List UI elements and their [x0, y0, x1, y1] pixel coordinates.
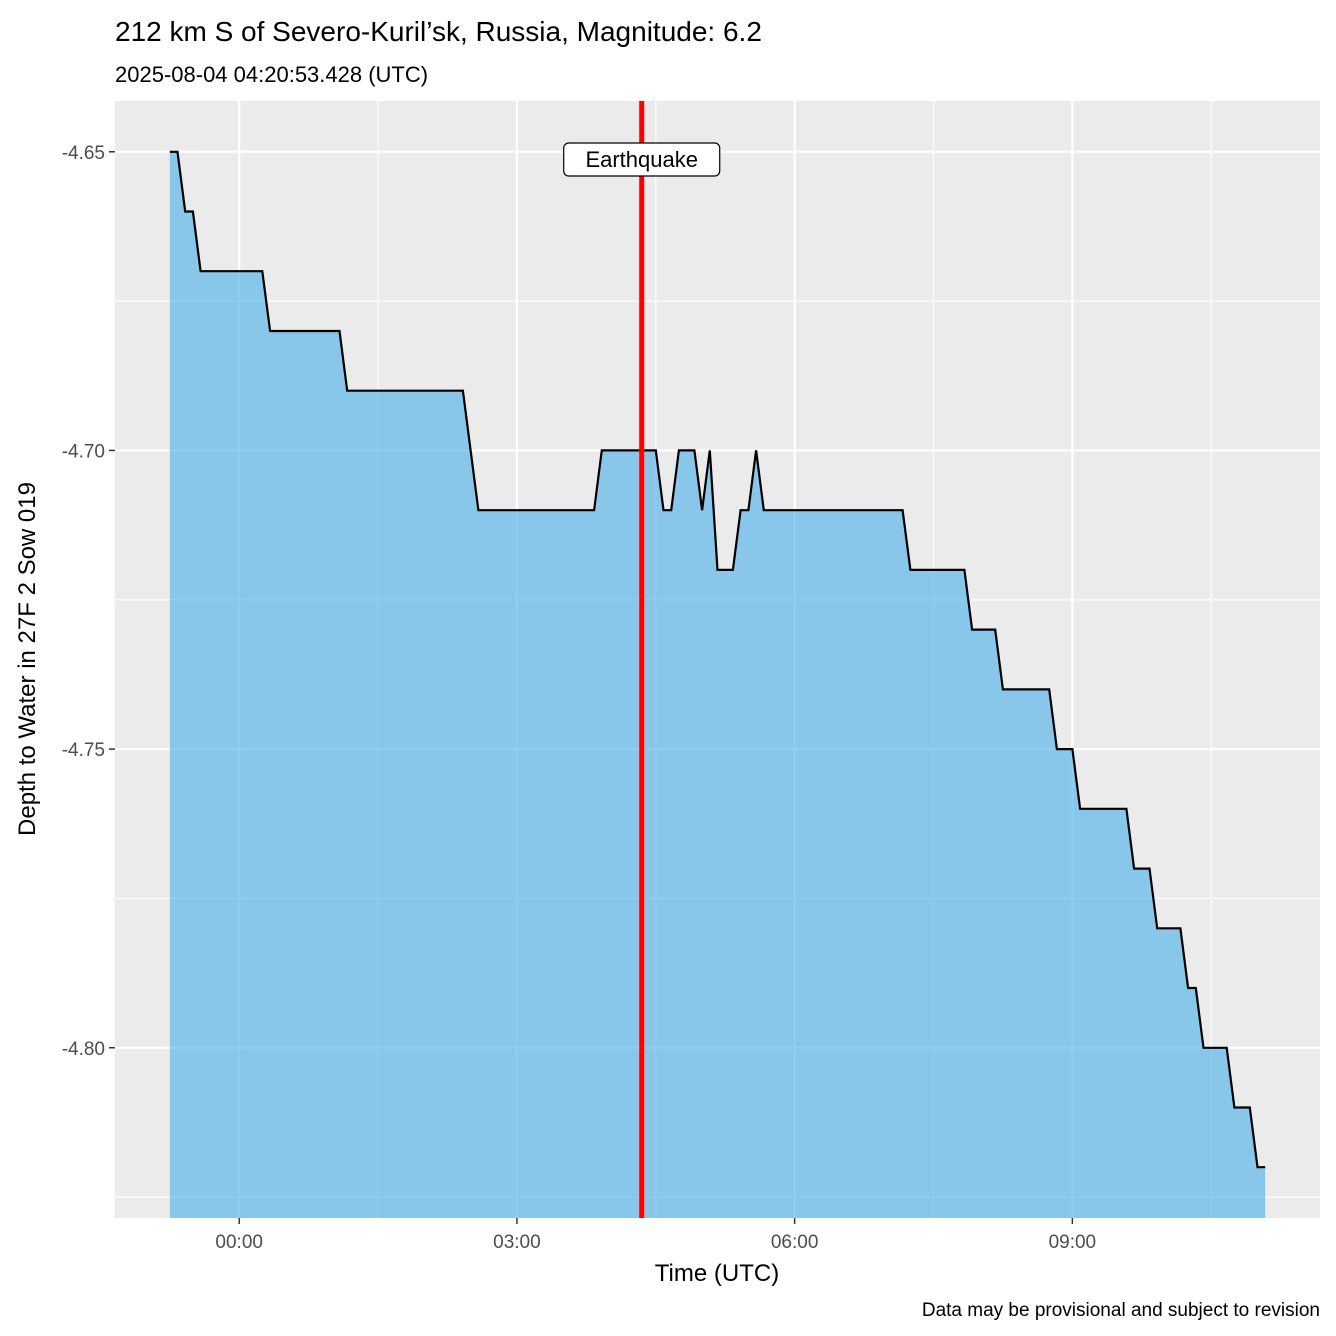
x-tick-label: 06:00 — [771, 1232, 819, 1253]
caption: Data may be provisional and subject to r… — [922, 1300, 1320, 1321]
x-tick-label: 03:00 — [493, 1232, 541, 1253]
y-tick-label: -4.65 — [62, 143, 105, 164]
y-tick-label: -4.80 — [62, 1039, 105, 1060]
earthquake-label-box — [563, 142, 721, 177]
x-tick-label: 09:00 — [1049, 1232, 1097, 1253]
axis-ticks: 00:00 03:00 06:00 09:00 -4.65 -4.70 -4.75 -4.80 — [62, 143, 1096, 1253]
x-tick-label: 00:00 — [215, 1232, 263, 1253]
y-tick-label: -4.70 — [62, 441, 105, 462]
area-fill — [169, 151, 1266, 1218]
y-axis-label: Depth to Water in 27F 2 Sow 019 — [14, 482, 41, 836]
y-tick-label: -4.75 — [62, 740, 105, 761]
earthquake-label: Earthquake — [563, 142, 721, 177]
earthquake-label-text: Earthquake — [585, 147, 698, 172]
chart-subtitle: 2025-08-04 04:20:53.428 (UTC) — [115, 62, 428, 87]
data-line — [169, 150, 1266, 1169]
x-axis-label: Time (UTC) — [655, 1260, 779, 1287]
chart-title: 212 km S of Severo-Kuril’sk, Russia, Mag… — [115, 16, 762, 47]
